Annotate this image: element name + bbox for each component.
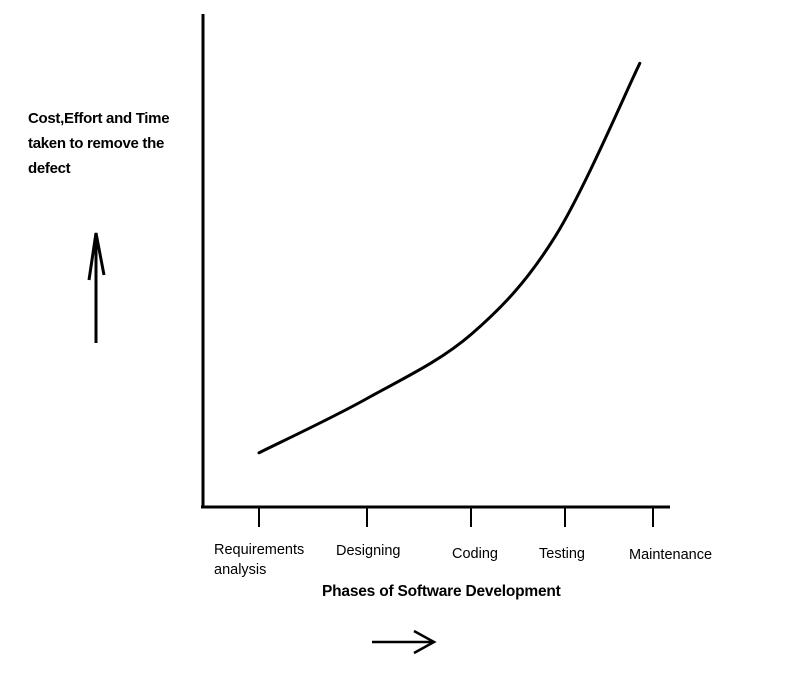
x-tick-label-coding: Coding xyxy=(452,546,498,562)
x-tick-label-designing: Designing xyxy=(336,543,401,559)
y-axis-label-line: defect xyxy=(28,160,71,177)
x-tick-label-testing: Testing xyxy=(539,546,585,562)
x-tick-label-maintenance: Maintenance xyxy=(629,547,713,563)
y-direction-arrow xyxy=(87,232,106,343)
cost-curve xyxy=(257,61,642,455)
x-axis-label: Phases of Software Development xyxy=(322,583,561,600)
y-axis-label: Cost,Effort and Time taken to remove the… xyxy=(28,106,198,181)
y-axis-label-line: taken to remove the xyxy=(28,135,165,152)
y-axis-label-line: Cost,Effort and Time xyxy=(28,110,170,127)
x-tick-label-requirements-analysis: Requirements analysis xyxy=(214,542,305,578)
x-direction-arrow xyxy=(372,629,437,655)
